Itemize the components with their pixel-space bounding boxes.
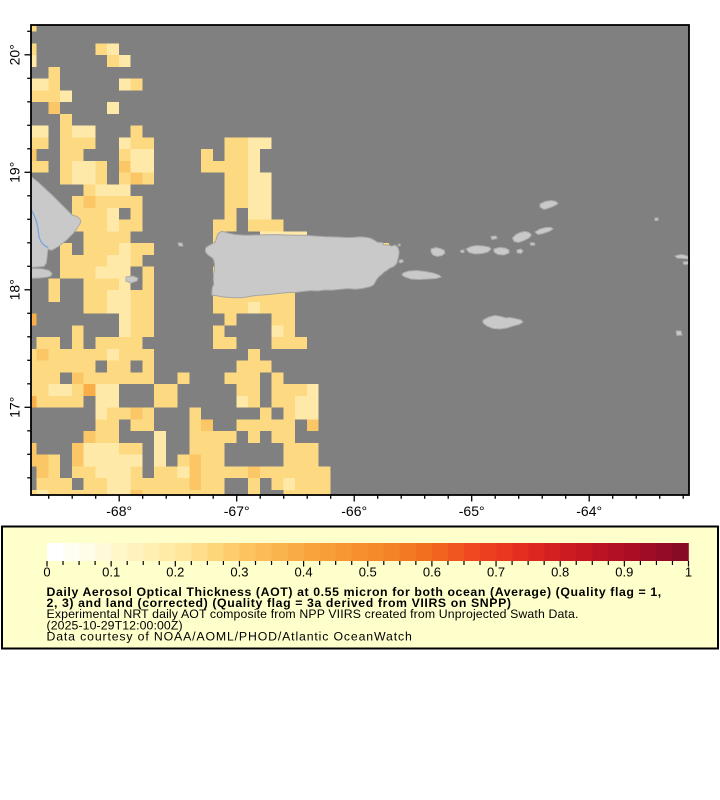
svg-text:(2025-10-29T12:00:00Z): (2025-10-29T12:00:00Z) bbox=[47, 618, 183, 632]
svg-text:20°: 20° bbox=[7, 44, 23, 65]
svg-text:0.4: 0.4 bbox=[295, 565, 313, 580]
svg-text:Daily Aerosol Optical Thicknes: Daily Aerosol Optical Thickness (AOT) at… bbox=[47, 585, 662, 599]
svg-text:0.2: 0.2 bbox=[166, 565, 184, 580]
svg-text:0.3: 0.3 bbox=[230, 565, 248, 580]
svg-text:-64°: -64° bbox=[576, 503, 602, 519]
svg-text:18°: 18° bbox=[7, 279, 23, 300]
svg-text:-65°: -65° bbox=[459, 503, 485, 519]
svg-text:-66°: -66° bbox=[341, 503, 367, 519]
svg-text:2, 3) and land (corrected) (Qu: 2, 3) and land (corrected) (Quality flag… bbox=[47, 596, 512, 610]
svg-text:0.7: 0.7 bbox=[487, 565, 505, 580]
svg-text:Experimental NRT daily AOT com: Experimental NRT daily AOT composite fro… bbox=[47, 607, 579, 621]
svg-text:-68°: -68° bbox=[106, 503, 132, 519]
svg-text:17°: 17° bbox=[7, 397, 23, 418]
svg-text:0: 0 bbox=[43, 565, 50, 580]
svg-text:0.1: 0.1 bbox=[102, 565, 120, 580]
svg-text:0.9: 0.9 bbox=[615, 565, 633, 580]
svg-text:0.8: 0.8 bbox=[551, 565, 569, 580]
svg-text:19°: 19° bbox=[7, 162, 23, 183]
svg-text:0.6: 0.6 bbox=[423, 565, 441, 580]
svg-text:Data courtesy of NOAA/AOML/PHO: Data courtesy of NOAA/AOML/PHOD/Atlantic… bbox=[47, 630, 413, 644]
svg-text:1: 1 bbox=[685, 565, 692, 580]
svg-text:-67°: -67° bbox=[224, 503, 250, 519]
svg-text:0.5: 0.5 bbox=[359, 565, 377, 580]
